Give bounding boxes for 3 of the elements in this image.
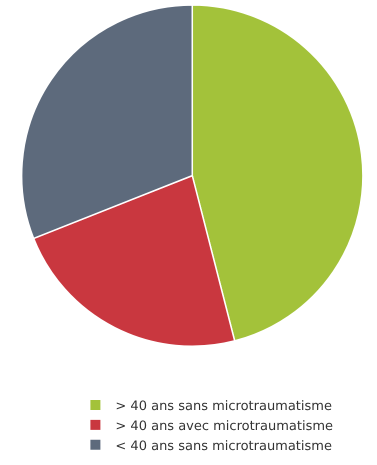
legend-label: < 40 ans sans microtraumatisme bbox=[115, 438, 332, 454]
legend-label: > 40 ans avec microtraumatisme bbox=[115, 418, 334, 434]
legend-label: > 40 ans sans microtraumatisme bbox=[115, 399, 332, 414]
